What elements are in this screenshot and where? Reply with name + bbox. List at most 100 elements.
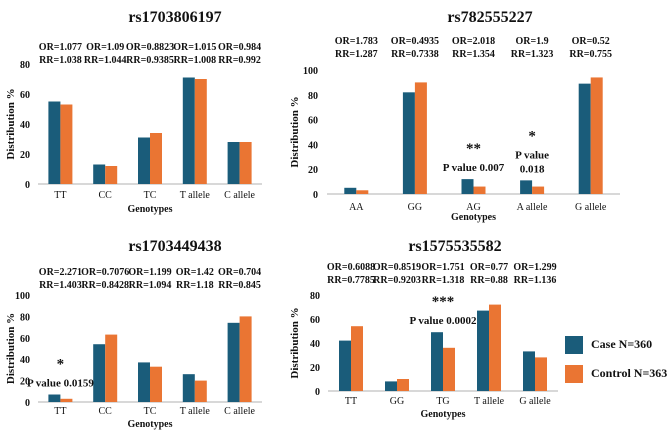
x-category-label: GG	[408, 202, 422, 213]
odds-ratio-label: OR=1.751	[421, 262, 464, 273]
bar-control	[532, 186, 545, 194]
p-value-label: P value 0.007	[443, 162, 505, 174]
bar-control	[351, 326, 363, 391]
odds-ratio-label: OR=1.783	[335, 36, 378, 47]
odds-ratio-label: OR=2.271	[39, 267, 82, 278]
y-tick-label: 20	[20, 377, 30, 388]
bar-control	[397, 379, 409, 391]
y-axis-label: Distribution %	[289, 96, 301, 167]
bar-control	[105, 334, 118, 402]
x-category-label: T allele	[180, 190, 211, 201]
relative-risk-label: RR=0.7338	[391, 49, 439, 60]
bar-case	[93, 344, 106, 402]
odds-ratio-label: OR=1.9	[515, 36, 548, 47]
y-tick-label: 60	[20, 334, 30, 345]
x-axis-label: Genotypes	[421, 409, 466, 420]
x-category-label: AA	[349, 202, 364, 213]
bar-control	[60, 398, 73, 402]
y-tick-label: 80	[20, 312, 30, 323]
x-category-label: TT	[54, 406, 66, 417]
y-tick-label: 20	[308, 165, 318, 176]
chart-panel-1: rs1703806197 0 20 40 60 80 Distribution % TT OR=…	[5, 9, 262, 215]
bar-case	[182, 374, 195, 402]
bar-control	[239, 142, 252, 184]
odds-ratio-label: OR=0.8519	[373, 262, 421, 273]
bar-control	[60, 104, 73, 184]
y-tick-label: 40	[20, 355, 30, 366]
relative-risk-label: RR=1.18	[176, 280, 214, 291]
relative-risk-label: RR=1.038	[39, 55, 82, 66]
relative-risk-label: RR=0.88	[470, 275, 508, 286]
legend-case-swatch	[565, 336, 583, 354]
relative-risk-label: RR=1.323	[511, 49, 554, 60]
x-category-label: T allele	[180, 406, 211, 417]
y-axis-label: Distribution %	[5, 313, 17, 384]
y-tick-label: 80	[310, 291, 320, 302]
y-tick-label: 100	[15, 291, 30, 302]
odds-ratio-label: OR=0.8823	[126, 42, 174, 53]
y-tick-label: 0	[313, 190, 318, 201]
p-value-label: P value	[515, 149, 549, 161]
relative-risk-label: RR=1.403	[39, 280, 82, 291]
y-tick-label: 60	[20, 90, 30, 101]
relative-risk-label: RR=1.136	[514, 275, 557, 286]
relative-risk-label: RR=1.094	[129, 280, 172, 291]
relative-risk-label: RR=0.992	[218, 55, 261, 66]
x-category-label: GG	[390, 396, 404, 407]
significance-stars: *	[528, 128, 536, 144]
chart-title: rs1575535582	[408, 238, 501, 255]
bar-control	[443, 347, 455, 391]
y-tick-label: 80	[308, 91, 318, 102]
y-tick-label: 20	[20, 150, 30, 161]
odds-ratio-label: OR=0.77	[470, 262, 508, 273]
bar-control	[473, 186, 486, 194]
relative-risk-label: RR=1.044	[84, 55, 127, 66]
relative-risk-label: RR=0.7785	[327, 275, 375, 286]
bar-case	[344, 187, 357, 194]
chart-panel-4: rs1575535582 0 20 40 60 80 Distribution % TT OR=…	[289, 238, 558, 420]
relative-risk-label: RR=1.287	[335, 49, 378, 60]
bar-case	[48, 394, 61, 402]
bar-control	[535, 357, 547, 391]
odds-ratio-label: OR=0.4935	[391, 36, 439, 47]
x-category-label: TC	[144, 406, 157, 417]
y-tick-label: 0	[315, 387, 320, 398]
p-value-label: P value 0.0002	[410, 315, 477, 327]
odds-ratio-label: OR=1.077	[39, 42, 82, 53]
bar-case	[138, 137, 150, 184]
legend-case-label: Case N=360	[591, 337, 653, 351]
bar-case	[93, 164, 106, 184]
bar-case	[477, 310, 489, 391]
bar-control	[194, 380, 207, 402]
bar-control	[489, 304, 501, 391]
chart-panel-2: rs782555227 0 20 40 60 80 100 Distribution % AA O…	[289, 9, 620, 223]
relative-risk-label: RR=0.9385	[126, 55, 174, 66]
bar-case	[431, 332, 443, 391]
y-axis-label: Distribution %	[289, 307, 301, 378]
x-category-label: TC	[144, 190, 157, 201]
y-tick-label: 60	[310, 315, 320, 326]
chart-title: rs1703806197	[128, 9, 221, 26]
odds-ratio-label: OR=1.09	[86, 42, 124, 53]
p-value-label: P value 0.0159	[27, 378, 94, 390]
bar-case	[461, 179, 474, 194]
bar-case	[523, 351, 535, 391]
relative-risk-label: RR=1.354	[452, 49, 495, 60]
bar-control	[194, 79, 207, 184]
bar-case	[48, 101, 61, 184]
bar-case	[578, 83, 591, 194]
y-tick-label: 40	[310, 339, 320, 350]
odds-ratio-label: OR=2.018	[452, 36, 495, 47]
y-tick-label: 40	[308, 140, 318, 151]
y-tick-label: 0	[25, 180, 30, 191]
relative-risk-label: RR=0.8428	[81, 280, 129, 291]
x-category-label: T allele	[474, 396, 505, 407]
bar-case	[385, 381, 397, 391]
x-axis-label: Genotypes	[451, 212, 496, 223]
y-tick-label: 0	[25, 398, 30, 409]
bar-case	[182, 77, 195, 184]
relative-risk-label: RR=0.755	[569, 49, 612, 60]
bar-case	[227, 142, 240, 184]
bar-control	[414, 82, 427, 194]
odds-ratio-label: OR=0.52	[572, 36, 610, 47]
